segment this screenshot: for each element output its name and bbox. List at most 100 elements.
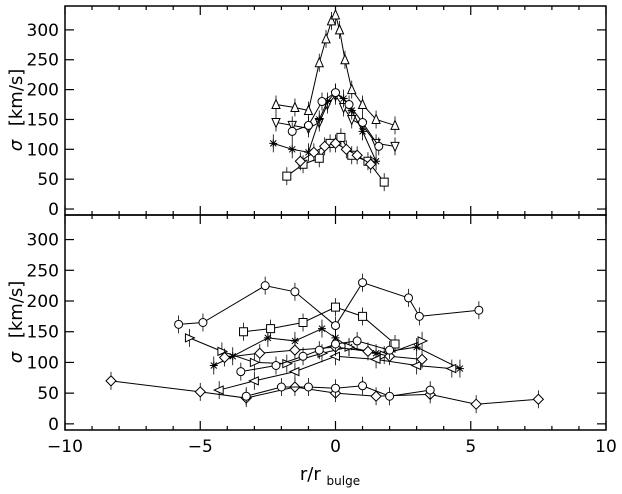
bottom-series-6-point bbox=[184, 333, 196, 343]
bottom-series-9-point bbox=[298, 351, 308, 361]
bottom-series-4-point bbox=[455, 364, 464, 373]
bottom-series-2-point bbox=[194, 386, 206, 398]
bottom-series-3-point bbox=[331, 383, 340, 393]
top-series-1-point bbox=[271, 98, 281, 110]
bottom-series-1-point bbox=[358, 278, 368, 288]
top-y-tick-label: 0 bbox=[48, 200, 59, 220]
bottom-series-3-point bbox=[276, 382, 286, 392]
bottom-series-5-point bbox=[239, 327, 249, 337]
top-x-ticks bbox=[64, 6, 607, 215]
bottom-series-3-point bbox=[425, 385, 435, 395]
bottom-series-8-point bbox=[289, 344, 301, 356]
x-tick-label: −10 bbox=[47, 437, 83, 457]
top-series-6-point bbox=[364, 158, 377, 170]
bottom-series-1-point bbox=[174, 319, 184, 329]
top-series-5-point bbox=[336, 132, 346, 142]
bottom-y-tick-label: 0 bbox=[48, 415, 59, 435]
top-series-1-point bbox=[290, 101, 300, 113]
top-series-6-point bbox=[329, 137, 342, 150]
bottom-series-7-point bbox=[369, 354, 381, 365]
bottom-x-ticks bbox=[64, 215, 607, 430]
bottom-series-9-point bbox=[385, 345, 395, 355]
top-y-axis-unit: [km/s] bbox=[6, 69, 27, 126]
x-tick-label: 0 bbox=[330, 437, 341, 457]
bottom-series-5-line bbox=[243, 306, 396, 345]
top-y-tick-label: 150 bbox=[27, 110, 59, 130]
top-series-6-point bbox=[294, 155, 307, 167]
bottom-y-tick-label: 150 bbox=[27, 323, 59, 343]
bottom-series-1-point bbox=[414, 311, 424, 321]
top-series-5-point bbox=[379, 177, 389, 187]
bottom-series-1-point bbox=[198, 318, 208, 327]
bottom-series-2-point bbox=[470, 398, 482, 410]
bottom-y-axis-symbol: σ bbox=[6, 351, 27, 363]
bottom-series-5-point bbox=[331, 302, 340, 312]
top-y-tick-label: 100 bbox=[27, 140, 59, 160]
top-series-1-point bbox=[340, 53, 350, 65]
bottom-y-tick-label: 250 bbox=[27, 261, 59, 281]
bottom-series-2-point bbox=[105, 375, 117, 387]
bottom-y-tick-label: 100 bbox=[27, 353, 59, 373]
top-y-tick-label: 50 bbox=[37, 170, 59, 190]
bottom-x-tick-labels: −10 −5 0 5 10 bbox=[47, 437, 617, 457]
bottom-series-2-point bbox=[532, 393, 545, 405]
top-series-3-point bbox=[288, 145, 297, 154]
bottom-series-8-point bbox=[254, 347, 266, 359]
top-series-1-point bbox=[357, 98, 368, 110]
top-series-3-line bbox=[273, 91, 377, 162]
bottom-series-6-point bbox=[417, 336, 429, 346]
top-series-3-point bbox=[372, 157, 381, 166]
x-tick-label: −5 bbox=[188, 437, 213, 457]
bottom-series-9-point bbox=[314, 345, 324, 355]
bottom-series-9-point bbox=[236, 367, 246, 377]
bottom-series-7-point bbox=[212, 385, 224, 395]
top-series-3-point bbox=[339, 94, 348, 103]
bottom-series-1-point bbox=[260, 281, 270, 291]
bottom-y-axis-title: σ [km/s] bbox=[6, 281, 27, 364]
bottom-series-1-line bbox=[178, 281, 479, 327]
top-series-5-point bbox=[314, 153, 324, 163]
top-series-4-point bbox=[331, 88, 340, 98]
x-tick-label: 10 bbox=[595, 437, 617, 457]
top-y-tick-label: 300 bbox=[27, 21, 59, 41]
top-series-1-point bbox=[346, 83, 357, 95]
bottom-series-4-point bbox=[290, 336, 299, 345]
top-series-1-point bbox=[321, 32, 331, 44]
bottom-series-3-point bbox=[385, 391, 395, 401]
bottom-series-3-point bbox=[303, 382, 313, 392]
bottom-series-7-point bbox=[329, 351, 340, 362]
top-plot-area bbox=[269, 5, 400, 192]
bottom-y-tick-label: 300 bbox=[27, 231, 59, 251]
top-series-4-point bbox=[303, 120, 313, 130]
top-series-4-point bbox=[374, 141, 384, 151]
top-series-6-point bbox=[351, 149, 363, 161]
top-series-6-point bbox=[308, 146, 320, 159]
bottom-series-4-point bbox=[263, 333, 272, 342]
bottom-series-7-point bbox=[288, 366, 300, 377]
bottom-y-axis-unit: [km/s] bbox=[6, 281, 27, 338]
bottom-series-7-point bbox=[248, 376, 259, 386]
top-series-4-point bbox=[287, 126, 297, 136]
top-series-1-point bbox=[303, 104, 314, 115]
top-y-tick-label: 200 bbox=[27, 81, 59, 101]
bottom-series-5-point bbox=[358, 311, 368, 321]
bottom-panel: 0 50 100 150 200 250 300 −10 −5 0 5 10 σ [km/s] r/… bbox=[6, 214, 617, 488]
bottom-y-tick-label: 200 bbox=[27, 292, 59, 312]
top-series-1-point bbox=[390, 119, 400, 130]
bottom-plot-area bbox=[105, 273, 545, 414]
bottom-series-4-point bbox=[317, 324, 326, 333]
bottom-series-4-point bbox=[412, 343, 421, 352]
top-panel-frame bbox=[64, 5, 607, 216]
bottom-series-9-point bbox=[331, 339, 340, 349]
top-series-1-point bbox=[334, 23, 345, 35]
top-panel: 0 50 100 150 200 250 300 σ [km/s] bbox=[6, 5, 607, 220]
bottom-series-8-point bbox=[416, 353, 428, 366]
bottom-series-4-point bbox=[209, 361, 218, 370]
bottom-series-9-point bbox=[271, 361, 281, 370]
top-y-axis-symbol: σ bbox=[6, 139, 27, 151]
bottom-y-tick-label: 50 bbox=[37, 384, 59, 404]
top-series-1-point bbox=[330, 8, 341, 20]
bottom-series-1-point bbox=[331, 321, 340, 331]
bottom-series-8-point bbox=[218, 351, 231, 364]
top-series-3-point bbox=[315, 115, 324, 124]
